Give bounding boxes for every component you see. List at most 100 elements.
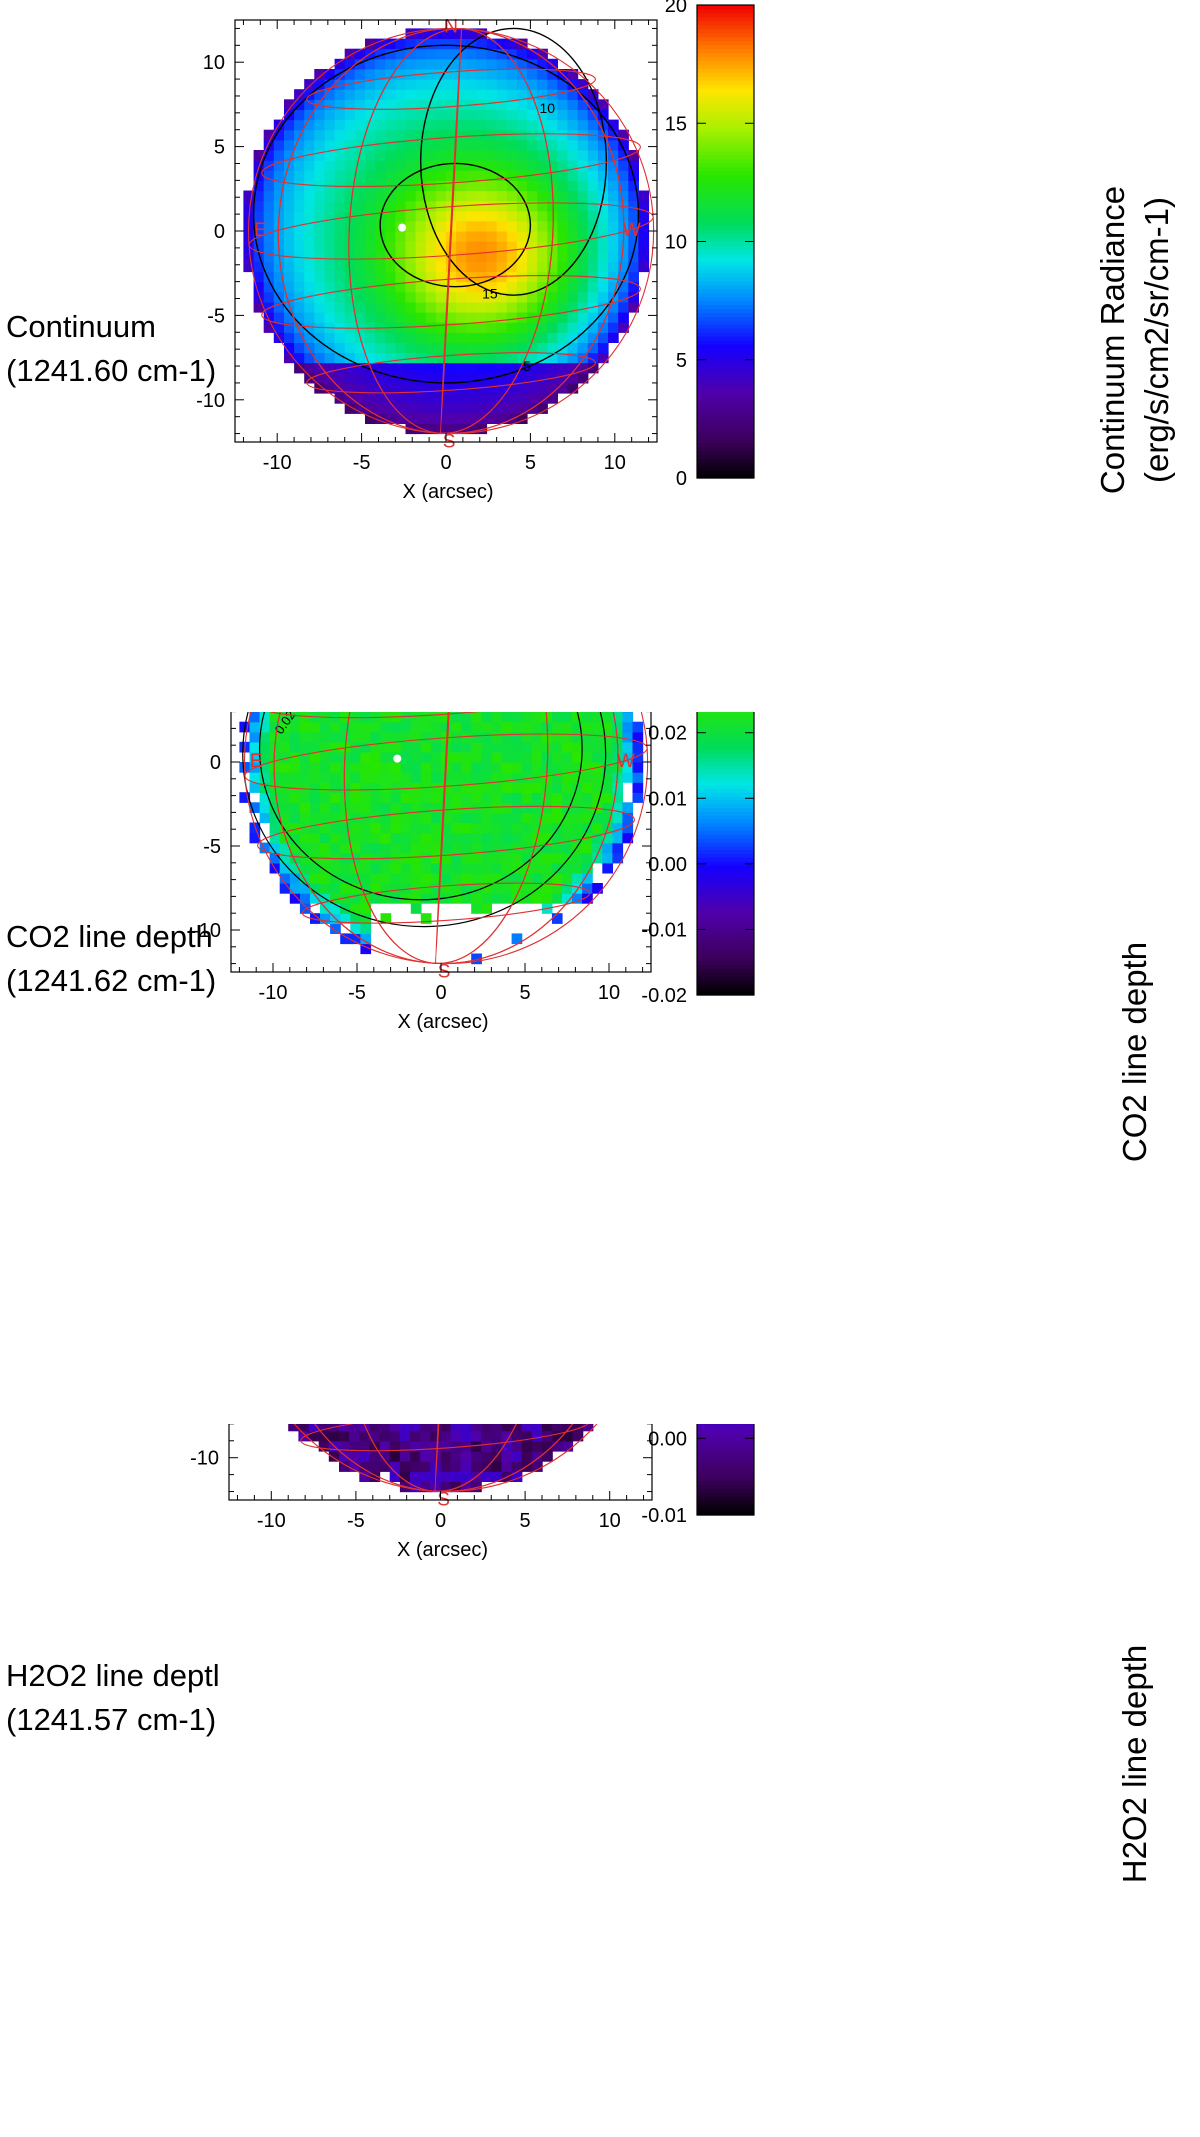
h2o2-plot: NSEW-10-50510-10-50510X (arcsec)-0.010.0… xyxy=(0,1424,1200,2136)
heatmap-cell xyxy=(304,373,315,384)
heatmap-cell xyxy=(618,302,629,313)
colorbar-label-line1: CO2 line depth xyxy=(1113,942,1157,1162)
heatmap-cell xyxy=(582,782,593,793)
heatmap-cell xyxy=(406,130,417,141)
colorbar-band xyxy=(697,435,754,440)
heatmap-cell xyxy=(421,823,432,834)
x-tick-label: 0 xyxy=(440,452,451,474)
colorbar-band xyxy=(697,96,754,101)
heatmap-cell xyxy=(562,823,573,834)
heatmap-cell xyxy=(360,873,371,884)
colorbar-tick-label: 0.01 xyxy=(648,788,687,810)
heatmap-cell xyxy=(532,863,543,874)
heatmap-cell xyxy=(487,302,498,313)
colorbar-band xyxy=(697,202,754,207)
heatmap-cell xyxy=(507,69,518,80)
colorbar-band xyxy=(697,712,754,716)
heatmap-cell xyxy=(456,312,467,323)
x-tick-label: 0 xyxy=(435,982,446,1004)
heatmap-cell xyxy=(385,89,396,100)
heatmap-cell xyxy=(537,272,548,283)
heatmap-cell xyxy=(260,802,271,813)
heatmap-cell xyxy=(507,160,518,171)
heatmap-cell xyxy=(304,160,315,171)
heatmap-cell xyxy=(421,812,432,823)
heatmap-cell xyxy=(532,802,543,813)
heatmap-cell xyxy=(395,231,406,242)
heatmap-cell xyxy=(416,89,427,100)
heatmap-cell xyxy=(598,221,609,232)
colorbar-band xyxy=(697,972,754,976)
heatmap-cell xyxy=(562,843,573,854)
colorbar-band xyxy=(697,407,754,412)
heatmap-cell xyxy=(456,342,467,353)
colorbar-band xyxy=(697,383,754,388)
heatmap-cell xyxy=(446,393,457,404)
heatmap-cell xyxy=(304,99,315,110)
heatmap-cell xyxy=(512,802,523,813)
heatmap-cell xyxy=(410,1471,421,1482)
heatmap-cell xyxy=(421,792,432,803)
heatmap-cell xyxy=(345,170,356,181)
colorbar-band xyxy=(697,911,754,915)
y-tick-label: -5 xyxy=(203,836,221,858)
heatmap-cell xyxy=(572,823,583,834)
heatmap-cell xyxy=(456,59,467,70)
heatmap-cell xyxy=(532,893,543,904)
heatmap-cell xyxy=(471,792,482,803)
heatmap-cell xyxy=(476,403,487,414)
heatmap-cell xyxy=(532,732,543,743)
heatmap-cell xyxy=(349,1424,360,1431)
colorbar-band xyxy=(697,1504,754,1508)
heatmap-cell xyxy=(497,403,508,414)
heatmap-cell xyxy=(481,833,492,844)
heatmap-cell xyxy=(456,383,467,394)
heatmap-cell xyxy=(370,792,381,803)
heatmap-cell xyxy=(582,722,593,733)
heatmap-cell xyxy=(314,191,325,202)
heatmap-cell xyxy=(395,191,406,202)
heatmap-cell xyxy=(487,353,498,364)
heatmap-cell xyxy=(502,853,513,864)
heatmap-cell xyxy=(471,843,482,854)
heatmap-cell xyxy=(330,752,341,763)
heatmap-cell xyxy=(487,110,498,121)
heatmap-cell xyxy=(381,873,392,884)
heatmap-cell xyxy=(360,833,371,844)
heatmap-cell xyxy=(298,1431,309,1442)
heatmap-cell xyxy=(391,732,402,743)
heatmap-cell xyxy=(320,752,331,763)
heatmap-cell xyxy=(502,883,513,894)
heatmap-cell xyxy=(395,160,406,171)
heatmap-cell xyxy=(466,120,477,131)
heatmap-cell xyxy=(395,251,406,262)
heatmap-cell xyxy=(436,49,447,60)
heatmap-cell xyxy=(381,792,392,803)
heatmap-cell xyxy=(335,110,346,121)
heatmap-cell xyxy=(507,272,518,283)
heatmap-cell xyxy=(522,812,533,823)
heatmap-cell xyxy=(552,732,563,743)
heatmap-cell xyxy=(568,150,579,161)
colorbar-tick-label: 10 xyxy=(665,232,687,254)
colorbar-band xyxy=(697,957,754,961)
heatmap-cell xyxy=(365,292,376,303)
heatmap-cell xyxy=(320,732,331,743)
heatmap-cell xyxy=(421,853,432,864)
heatmap-cell xyxy=(426,353,437,364)
colorbar-band xyxy=(697,25,754,30)
heatmap-cell xyxy=(310,863,321,874)
heatmap-cell xyxy=(320,772,331,783)
colorbar-band xyxy=(697,167,754,172)
heatmap-cell xyxy=(562,752,573,763)
heatmap-cell xyxy=(416,221,427,232)
colorbar-band xyxy=(697,178,754,183)
heatmap-cell xyxy=(608,251,619,262)
heatmap-cell xyxy=(280,802,291,813)
heatmap-cell xyxy=(446,403,457,414)
heatmap-cell xyxy=(502,843,513,854)
heatmap-cell xyxy=(476,261,487,272)
heatmap-cell xyxy=(497,99,508,110)
y-tick-label: -10 xyxy=(192,920,221,942)
heatmap-cell xyxy=(360,742,371,753)
